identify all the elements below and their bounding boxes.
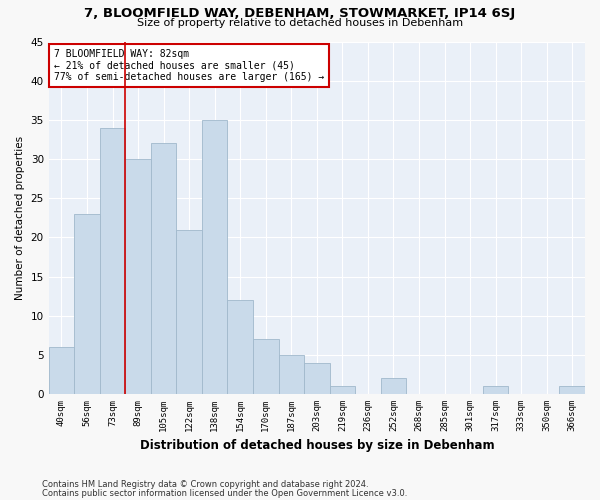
Bar bbox=[380, 378, 406, 394]
Text: 7 BLOOMFIELD WAY: 82sqm
← 21% of detached houses are smaller (45)
77% of semi-de: 7 BLOOMFIELD WAY: 82sqm ← 21% of detache… bbox=[54, 48, 324, 82]
Bar bbox=[202, 120, 227, 394]
Bar bbox=[100, 128, 125, 394]
Bar bbox=[227, 300, 253, 394]
Text: 7, BLOOMFIELD WAY, DEBENHAM, STOWMARKET, IP14 6SJ: 7, BLOOMFIELD WAY, DEBENHAM, STOWMARKET,… bbox=[85, 8, 515, 20]
Bar bbox=[253, 339, 278, 394]
Bar bbox=[559, 386, 585, 394]
Text: Contains HM Land Registry data © Crown copyright and database right 2024.: Contains HM Land Registry data © Crown c… bbox=[42, 480, 368, 489]
Text: Size of property relative to detached houses in Debenham: Size of property relative to detached ho… bbox=[137, 18, 463, 28]
Text: Contains public sector information licensed under the Open Government Licence v3: Contains public sector information licen… bbox=[42, 488, 407, 498]
Bar bbox=[49, 347, 74, 394]
X-axis label: Distribution of detached houses by size in Debenham: Distribution of detached houses by size … bbox=[140, 440, 494, 452]
Y-axis label: Number of detached properties: Number of detached properties bbox=[15, 136, 25, 300]
Bar bbox=[125, 159, 151, 394]
Bar bbox=[483, 386, 508, 394]
Bar bbox=[151, 144, 176, 394]
Bar bbox=[74, 214, 100, 394]
Bar bbox=[304, 362, 329, 394]
Bar bbox=[176, 230, 202, 394]
Bar bbox=[329, 386, 355, 394]
Bar bbox=[278, 355, 304, 394]
